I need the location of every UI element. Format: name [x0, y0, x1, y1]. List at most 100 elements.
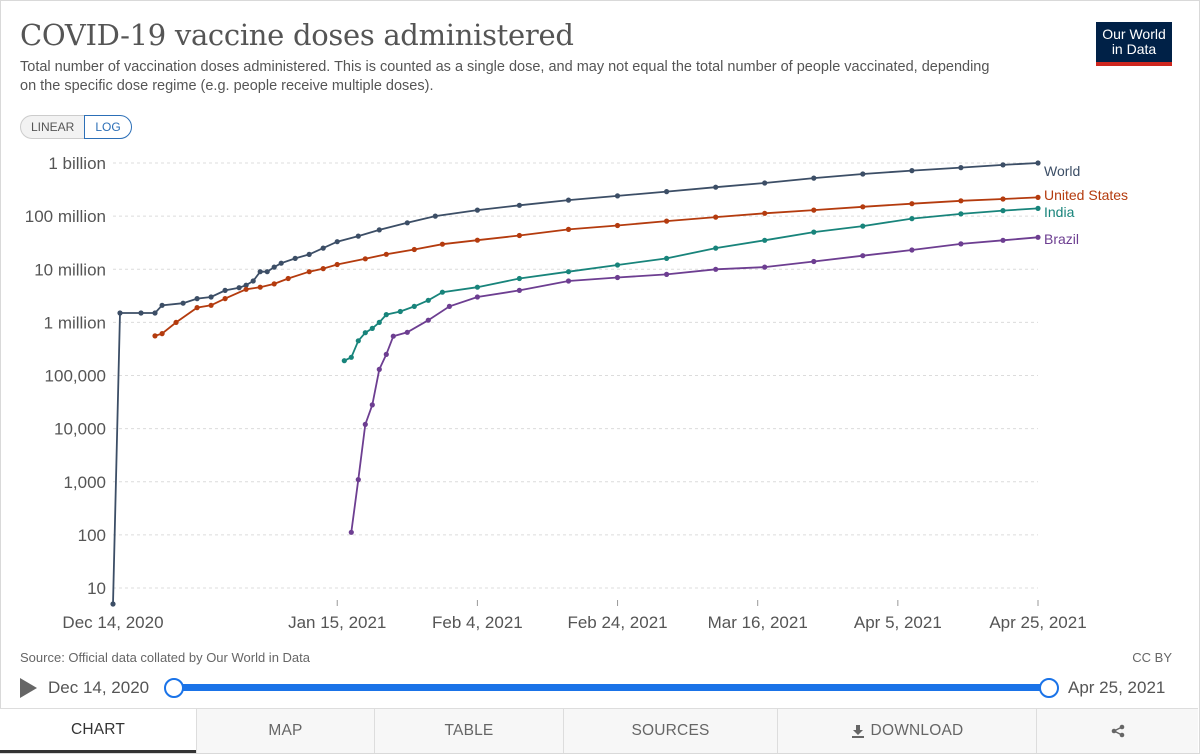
data-point-world — [243, 282, 249, 288]
data-point-world — [264, 269, 270, 275]
chart-subtitle: Total number of vaccination doses admini… — [20, 59, 990, 94]
legend-label-brazil: Brazil — [1044, 231, 1079, 247]
data-point-world — [278, 260, 284, 266]
data-point-india — [397, 308, 403, 315]
timeline-start-handle[interactable] — [164, 678, 184, 698]
tab-map[interactable]: MAP — [196, 709, 374, 753]
data-point-brazil — [860, 253, 866, 259]
data-point-united-states — [565, 226, 572, 232]
data-point-india — [348, 354, 354, 360]
data-point-india — [355, 338, 361, 344]
data-point-world — [222, 287, 228, 293]
data-point-world — [292, 255, 298, 261]
x-tick-label: Apr 25, 2021 — [989, 613, 1086, 632]
x-tick-label: Feb 24, 2021 — [567, 613, 667, 632]
data-point-world — [474, 207, 480, 213]
data-point-brazil — [909, 247, 915, 253]
data-point-brazil — [425, 317, 431, 323]
data-point-united-states — [1000, 196, 1006, 202]
data-point-brazil — [383, 351, 389, 357]
log-scale-button[interactable]: LOG — [84, 115, 132, 139]
data-point-brazil — [958, 241, 964, 247]
owid-logo[interactable]: Our World in Data — [1096, 22, 1172, 66]
series-line-united-states — [154, 196, 1039, 337]
data-point-brazil — [474, 294, 480, 300]
tab-bar: CHART MAP TABLE SOURCES DOWNLOAD — [0, 708, 1198, 753]
data-point-united-states — [362, 256, 368, 262]
y-tick-label: 1 million — [44, 313, 106, 332]
data-point-india — [811, 229, 817, 235]
data-point-united-states — [271, 281, 277, 287]
timeline-end-handle[interactable] — [1039, 678, 1059, 698]
y-tick-label: 10 — [87, 579, 106, 598]
data-point-india — [439, 289, 445, 295]
y-tick-label: 100 million — [25, 207, 106, 226]
data-point-world — [355, 233, 361, 239]
logo-line-1: Our World — [1102, 26, 1166, 42]
data-point-india — [565, 269, 572, 275]
x-tick-label: Feb 4, 2021 — [432, 613, 523, 632]
y-tick-label: 10 million — [34, 260, 106, 279]
data-point-india — [383, 312, 389, 318]
data-point-india — [664, 255, 670, 261]
data-point-united-states — [909, 201, 915, 207]
download-label: DOWNLOAD — [870, 722, 964, 739]
data-point-india — [362, 330, 368, 336]
data-point-united-states — [1035, 194, 1041, 200]
tab-sources[interactable]: SOURCES — [563, 709, 777, 753]
license-link[interactable]: CC BY — [1132, 650, 1172, 665]
tab-share[interactable] — [1036, 709, 1198, 753]
data-point-united-states — [306, 269, 312, 275]
x-tick-label: Dec 14, 2020 — [62, 613, 163, 632]
data-point-world — [376, 227, 382, 233]
logo-line-2: in Data — [1111, 41, 1157, 57]
linear-scale-button[interactable]: LINEAR — [20, 115, 85, 139]
data-point-world — [159, 302, 165, 308]
data-point-brazil — [713, 266, 719, 272]
series-line-india — [343, 207, 1039, 362]
data-point-united-states — [257, 284, 263, 290]
data-point-world — [958, 165, 964, 171]
data-point-united-states — [320, 266, 326, 272]
data-point-world — [1035, 160, 1041, 166]
data-point-world — [180, 300, 186, 306]
data-point-united-states — [285, 275, 291, 282]
data-point-world — [516, 202, 523, 208]
data-point-india — [369, 325, 375, 331]
data-point-brazil — [762, 264, 768, 270]
data-point-world — [138, 310, 144, 316]
data-point-brazil — [369, 402, 375, 408]
data-point-world — [208, 294, 214, 300]
share-icon — [1111, 724, 1125, 738]
y-tick-label: 100 — [78, 526, 106, 545]
source-note[interactable]: Source: Official data collated by Our Wo… — [20, 650, 310, 665]
data-point-brazil — [1000, 237, 1006, 243]
x-tick-label: Jan 15, 2021 — [288, 613, 386, 632]
tab-table[interactable]: TABLE — [374, 709, 563, 753]
legend-label-united-states: United States — [1044, 187, 1128, 203]
data-point-world — [306, 251, 312, 257]
data-point-world — [432, 213, 438, 219]
data-point-united-states — [811, 207, 817, 213]
data-point-world — [271, 264, 277, 270]
timeline-track[interactable] — [174, 684, 1049, 691]
data-point-world — [811, 175, 817, 181]
data-point-united-states — [152, 333, 158, 339]
data-point-united-states — [222, 296, 228, 302]
data-point-india — [762, 237, 768, 243]
play-icon[interactable] — [20, 678, 37, 698]
data-point-brazil — [1035, 234, 1041, 240]
data-point-india — [474, 284, 480, 290]
data-point-india — [425, 297, 431, 303]
download-icon — [851, 724, 865, 738]
data-point-world — [713, 184, 719, 190]
data-point-united-states — [173, 319, 179, 325]
data-point-india — [516, 275, 523, 282]
data-point-united-states — [713, 214, 719, 220]
data-point-india — [1000, 208, 1006, 214]
tab-chart[interactable]: CHART — [0, 709, 196, 753]
data-point-india — [958, 211, 964, 217]
tab-download[interactable]: DOWNLOAD — [777, 709, 1036, 753]
legend-label-india: India — [1044, 204, 1075, 220]
y-tick-label: 1,000 — [63, 473, 106, 492]
